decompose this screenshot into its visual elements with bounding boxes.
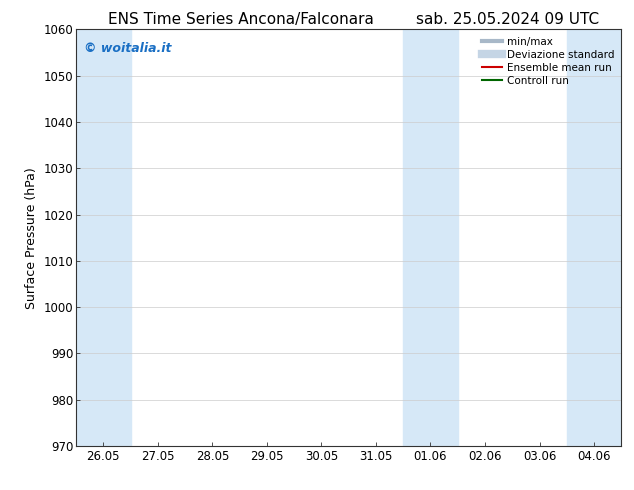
- Bar: [76, 29, 131, 446]
- Text: © woitalia.it: © woitalia.it: [84, 42, 172, 55]
- Text: ENS Time Series Ancona/Falconara: ENS Time Series Ancona/Falconara: [108, 12, 374, 27]
- Bar: [567, 29, 621, 446]
- Legend: min/max, Deviazione standard, Ensemble mean run, Controll run: min/max, Deviazione standard, Ensemble m…: [477, 32, 618, 90]
- Text: sab. 25.05.2024 09 UTC: sab. 25.05.2024 09 UTC: [416, 12, 598, 27]
- Y-axis label: Surface Pressure (hPa): Surface Pressure (hPa): [25, 167, 38, 309]
- Bar: [403, 29, 458, 446]
